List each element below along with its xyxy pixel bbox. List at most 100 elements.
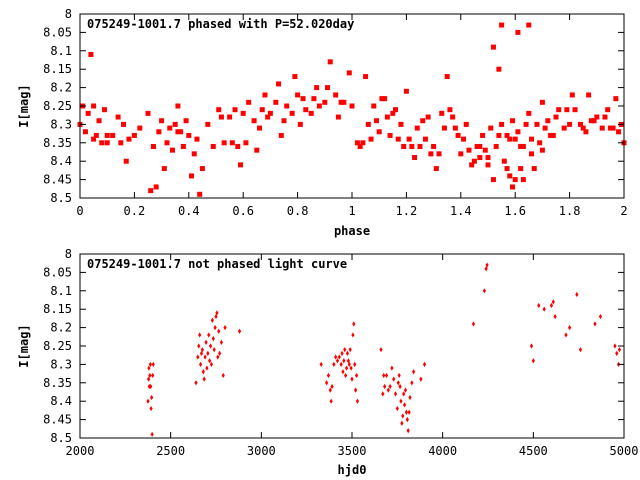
data-point [151,361,155,367]
x-tick-label: 1.4 [450,204,472,218]
data-point [329,398,333,404]
data-point [118,140,124,146]
data-point [183,118,189,124]
data-point [531,358,535,364]
data-point [273,99,279,105]
data-point [537,140,543,146]
data-point [564,332,568,338]
data-point [410,380,414,386]
data-point [91,136,97,142]
data-point [531,166,537,172]
data-point [414,125,420,131]
data-point [218,114,224,120]
data-point [461,136,467,142]
data-point [346,358,350,364]
data-point [355,398,360,404]
data-point [403,387,408,393]
y-tick-label: 8.4 [50,154,72,168]
data-point [605,107,611,113]
unphased-data-points [146,262,622,437]
data-point [322,99,328,105]
data-point [198,361,203,367]
data-point [526,22,532,28]
data-point [393,391,398,397]
data-point [345,350,350,356]
data-point [586,92,592,98]
data-point [82,129,88,135]
y-tick-label: 8.35 [43,136,72,150]
data-point [384,114,390,120]
data-point [368,136,374,142]
data-point [484,266,488,272]
data-point [243,140,249,146]
data-point [186,132,192,138]
data-point [382,96,388,102]
data-point [175,103,181,109]
data-point [499,121,505,127]
data-point [149,383,153,390]
data-point [352,321,356,327]
y-tick-label: 8.3 [50,357,72,371]
data-point [148,372,152,379]
data-point [504,166,510,172]
data-point [208,343,213,349]
data-point [572,107,578,113]
data-point [400,420,404,426]
data-point [409,143,415,149]
data-point [153,184,159,190]
data-point [334,354,338,360]
x-tick-label: 1.6 [504,204,526,218]
data-point [150,394,154,401]
data-point [526,110,532,116]
data-point [610,125,616,131]
data-point [204,339,208,345]
data-point [209,361,214,367]
data-point [550,132,556,138]
data-point [523,121,529,127]
data-point [569,92,575,98]
data-point [431,143,437,149]
data-point [281,118,287,124]
data-point [337,354,341,360]
data-point [407,409,411,415]
data-point [216,107,222,113]
data-point [99,140,105,146]
data-point [149,405,153,412]
x-tick-label: 0 [76,204,83,218]
data-point [607,125,613,131]
data-point [507,173,513,179]
data-point [496,66,502,72]
data-point [146,376,151,382]
data-point [335,114,341,120]
data-point [408,394,412,401]
data-point [365,121,371,127]
unphased-x-axis-label: hjd0 [338,463,367,477]
data-point [346,70,352,76]
data-point [379,96,385,102]
data-point [387,132,393,138]
data-point [251,118,257,124]
data-point [567,121,573,127]
data-point [518,143,524,149]
data-point [91,103,97,109]
y-tick-label: 8.45 [43,413,72,427]
data-point [613,96,619,102]
data-point [401,413,405,419]
data-point [196,354,200,360]
data-point [212,347,216,353]
data-point [371,103,377,109]
data-point [265,114,271,120]
y-tick-label: 8.1 [50,284,72,298]
data-point [223,325,227,331]
data-point [207,332,211,338]
data-point [490,177,496,183]
data-point [344,372,348,379]
data-point [259,107,265,113]
data-point [292,74,298,80]
data-point [477,155,483,161]
data-point [537,302,541,309]
data-point [295,92,301,98]
data-point [208,358,212,364]
data-point [147,365,151,371]
x-tick-label: 0.6 [232,204,254,218]
